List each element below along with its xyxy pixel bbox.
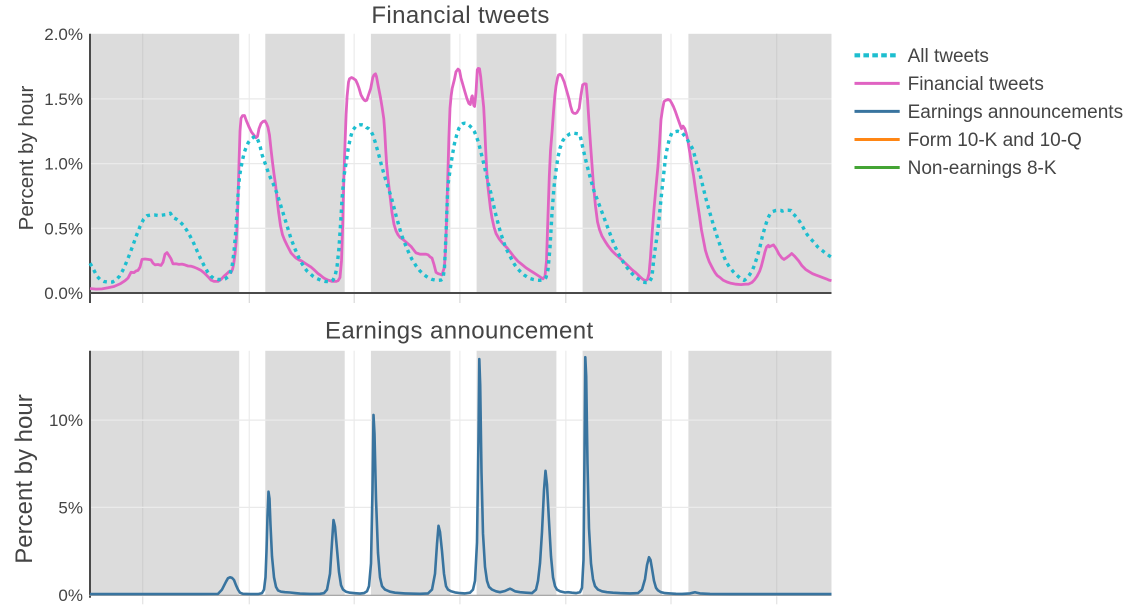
svg-text:Percent by hour: Percent by hour xyxy=(15,85,38,230)
svg-text:Non-earnings 8-K: Non-earnings 8-K xyxy=(908,158,1057,179)
svg-text:Financial tweets: Financial tweets xyxy=(371,2,549,29)
svg-text:0.5%: 0.5% xyxy=(44,219,83,238)
svg-text:10%: 10% xyxy=(49,411,83,430)
svg-text:0%: 0% xyxy=(58,586,83,605)
svg-text:1.0%: 1.0% xyxy=(44,155,83,174)
svg-text:5%: 5% xyxy=(58,498,83,517)
svg-text:0.0%: 0.0% xyxy=(44,284,83,303)
svg-text:All tweets: All tweets xyxy=(908,46,989,67)
svg-text:1.5%: 1.5% xyxy=(44,90,83,109)
svg-text:Financial tweets: Financial tweets xyxy=(908,74,1044,95)
svg-text:Earnings announcement: Earnings announcement xyxy=(325,318,594,345)
svg-text:Form 10-K and 10-Q: Form 10-K and 10-Q xyxy=(908,130,1082,151)
svg-text:Earnings announcements: Earnings announcements xyxy=(908,102,1123,123)
svg-text:Percent by hour: Percent by hour xyxy=(11,394,38,563)
svg-text:2.0%: 2.0% xyxy=(44,25,83,44)
